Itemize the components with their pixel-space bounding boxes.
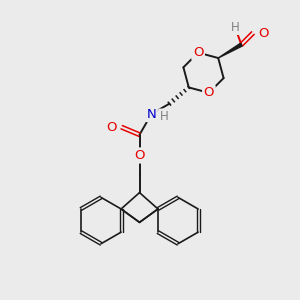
Text: H: H — [230, 21, 239, 34]
Polygon shape — [218, 43, 242, 58]
Text: H: H — [160, 110, 168, 123]
Text: N: N — [146, 108, 156, 121]
Text: O: O — [258, 27, 269, 40]
Text: O: O — [204, 86, 214, 99]
Text: O: O — [106, 121, 116, 134]
Text: O: O — [193, 46, 203, 59]
Text: O: O — [134, 149, 145, 162]
